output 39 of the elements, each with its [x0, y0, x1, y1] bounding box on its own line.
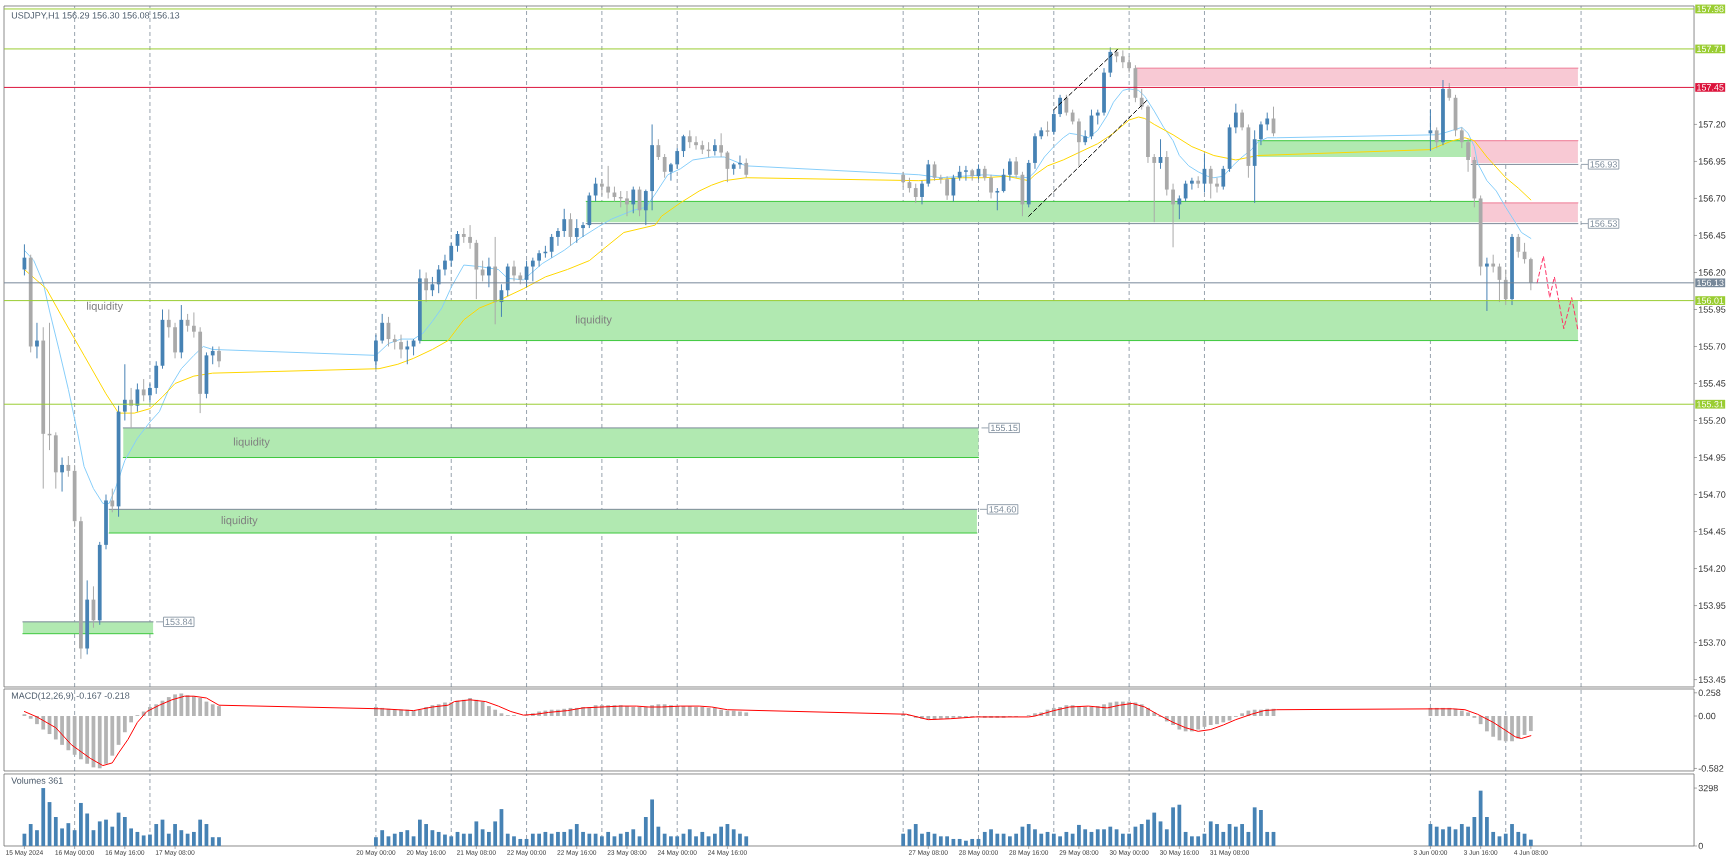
y-tick-label: 157.20	[1698, 121, 1726, 128]
data-label: 155.15	[991, 424, 1018, 432]
series-label: liquidity	[233, 437, 270, 448]
data-label: 154.60	[989, 506, 1016, 513]
ref-line-label: 157.98	[1697, 5, 1724, 13]
ref-line-label: 157.45	[1697, 84, 1724, 91]
y-tick-label: 154.95	[1698, 454, 1726, 461]
y-tick-label: 155.70	[1698, 343, 1726, 350]
y-tick-label: 0.258	[1698, 689, 1721, 696]
ref-line-label: 156.01	[1697, 297, 1724, 304]
y-tick-label: 153.95	[1698, 602, 1726, 609]
text: USDJPY,H1 156.29 156.30 156.08 156.13	[11, 12, 180, 20]
ref-line-label: 157.71	[1697, 45, 1724, 53]
y-tick-label: 156.70	[1698, 195, 1726, 202]
y-tick-label: 154.70	[1698, 491, 1726, 498]
data-label: 153.84	[165, 618, 193, 626]
y-tick-label: 153.70	[1698, 639, 1726, 646]
y-tick-label: 0.00	[1698, 712, 1716, 720]
y-tick-label: 155.45	[1698, 380, 1726, 387]
y-tick-label: 3298	[1698, 784, 1718, 792]
data-label: 156.53	[1590, 220, 1617, 227]
y-tick-label: 156.20	[1698, 269, 1726, 276]
annotation: liquidity	[87, 301, 123, 313]
y-tick-label: 155.95	[1698, 306, 1726, 313]
y-tick-label: 156.95	[1698, 158, 1726, 165]
chart-title: MACD(12,26,9) -0.167 -0.218	[11, 692, 130, 701]
chart-title: Volumes 361	[11, 777, 63, 784]
y-tick-label: 156.45	[1698, 232, 1726, 239]
y-tick-label: -0.582	[1698, 765, 1724, 772]
y-tick-label: 153.45	[1698, 676, 1726, 683]
ref-line-label: 155.31	[1697, 401, 1724, 408]
y-tick-label: 154.20	[1698, 565, 1726, 572]
y-tick-label: 154.45	[1698, 528, 1726, 535]
series-label: liquidity	[575, 315, 612, 326]
ref-line-label: 156.13	[1697, 279, 1724, 287]
series-label: liquidity	[221, 516, 258, 527]
y-tick-label: 155.20	[1698, 417, 1726, 424]
data-label: 156.93	[1590, 161, 1617, 168]
y-tick-label: 0	[1698, 842, 1703, 850]
